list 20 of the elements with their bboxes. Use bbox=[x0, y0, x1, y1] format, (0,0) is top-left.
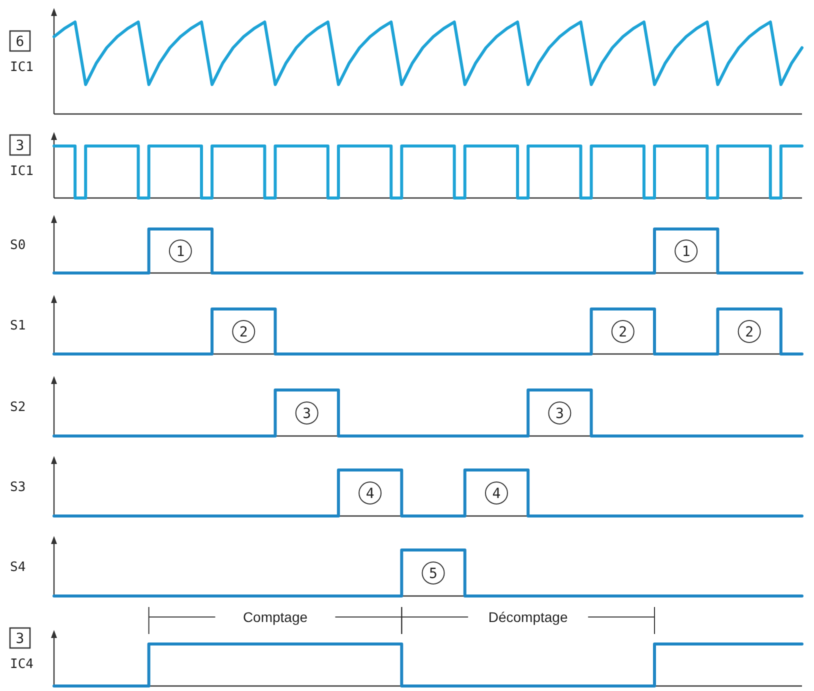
y-axis-title: S1 bbox=[10, 318, 26, 334]
y-axis-title: 3 IC4 bbox=[10, 631, 34, 672]
y-axis-title: S2 bbox=[10, 400, 26, 415]
annotation: 1 bbox=[176, 244, 185, 260]
annotation: 1 bbox=[682, 244, 690, 260]
y-axis-title: 3 IC1 bbox=[10, 138, 34, 179]
annotation: 3 bbox=[302, 406, 312, 422]
text: Décomptage bbox=[488, 609, 568, 625]
annotation: 2 bbox=[745, 324, 754, 340]
annotation: 5 bbox=[429, 566, 438, 582]
y-axis-title: S3 bbox=[10, 480, 26, 495]
y-axis-title: S4 bbox=[10, 560, 26, 575]
annotation: 4 bbox=[492, 486, 501, 502]
annotation: 3 bbox=[555, 406, 564, 422]
y-axis-title: S0 bbox=[10, 238, 26, 253]
annotation: 4 bbox=[366, 486, 374, 502]
y-axis-title: 6 IC1 bbox=[10, 34, 34, 75]
annotation: 2 bbox=[239, 324, 248, 340]
annotation: 2 bbox=[618, 324, 628, 340]
text: Comptage bbox=[242, 609, 308, 625]
